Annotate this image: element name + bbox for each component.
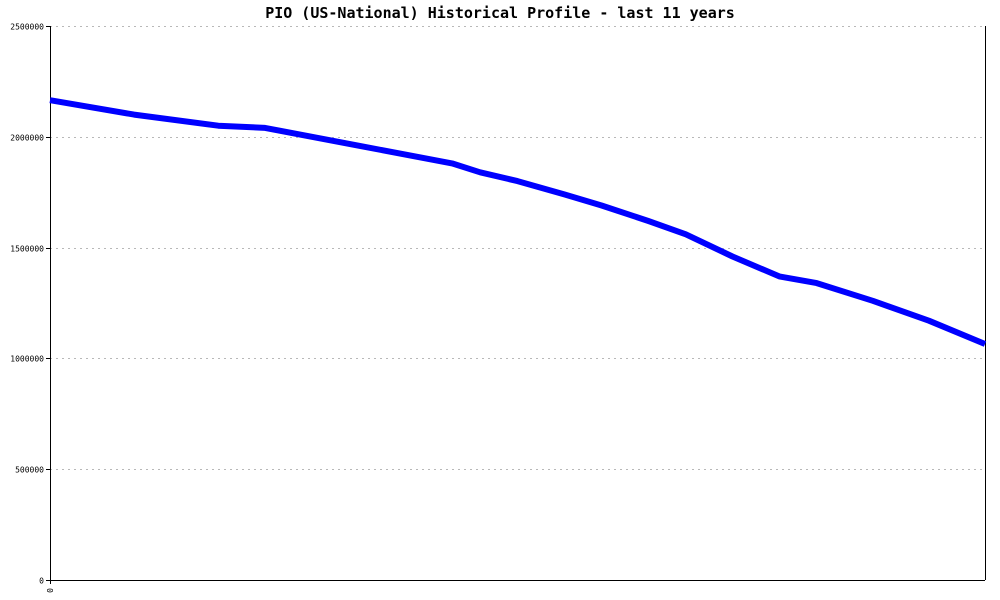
x-tick-label: 0 bbox=[46, 588, 55, 593]
y-tick-label: 0 bbox=[39, 577, 44, 586]
series-line-0 bbox=[49, 97, 987, 347]
chart-title: PIO (US-National) Historical Profile - l… bbox=[265, 4, 735, 22]
y-tick-label: 2000000 bbox=[10, 134, 44, 143]
y-tick-label: 1500000 bbox=[10, 245, 44, 254]
y-tick-label: 1000000 bbox=[10, 355, 44, 364]
grid-layer bbox=[50, 26, 985, 470]
y-tick-label: 2500000 bbox=[10, 23, 44, 32]
y-tick-label: 500000 bbox=[15, 466, 44, 475]
axes-layer bbox=[46, 26, 986, 584]
series-layer bbox=[49, 97, 987, 347]
labels-layer: 0 500000 1000000 1500000 2000000 2500000 0 bbox=[10, 23, 55, 593]
